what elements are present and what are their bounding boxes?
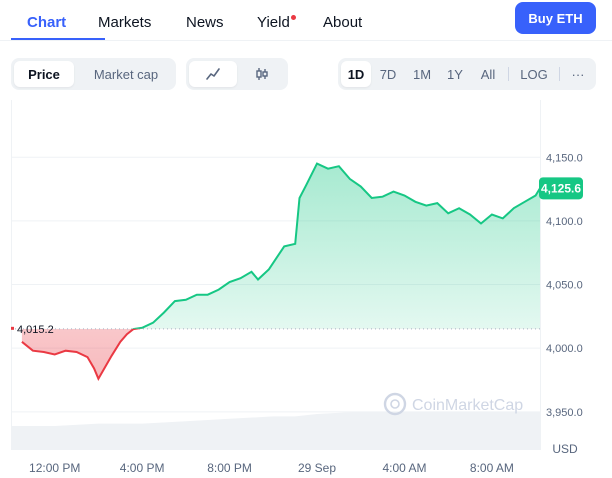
log-scale-button[interactable]: LOG [520,66,548,82]
price-area-up [21,163,540,329]
y-tick-label: 4,150.0 [546,152,583,164]
chart-right-border [540,100,541,450]
baseline-label: 4,015.2 [11,324,54,336]
x-tick-label: 8:00 AM [470,461,514,475]
price-button[interactable]: Price [14,61,74,87]
line-chart-icon [206,68,220,80]
baseline-value: 4,015.2 [17,324,54,336]
range-divider [559,67,560,81]
chart-type-toggle [186,58,288,90]
top-nav: Chart Markets News Yield About Buy ETH [0,0,612,42]
tab-news[interactable]: News [186,14,224,31]
price-line-down [21,328,143,381]
tab-yield[interactable]: Yield [257,14,290,31]
notification-dot [291,15,296,20]
currency-unit: USD [552,442,578,456]
range-7d-button[interactable]: 7D [379,66,397,82]
range-1m-button[interactable]: 1M [412,66,432,82]
chart-left-border [11,100,12,450]
nav-divider [0,40,612,41]
y-axis: 3,950.0 4,000.0 4,050.0 4,100.0 4,150.0 [546,152,583,419]
current-price-tag: 4,125.6 [539,177,583,200]
range-divider [508,67,509,81]
y-tick-label: 4,050.0 [546,280,583,292]
price-chart[interactable]: CoinMarketCap 4,015.2 3,950.0 4,000.0 4,05… [0,100,612,478]
x-tick-label: 12:00 PM [29,461,80,475]
range-1d-button[interactable]: 1D [341,61,371,87]
tab-chart[interactable]: Chart [27,14,67,31]
y-tick-label: 3,950.0 [546,407,583,419]
range-all-button[interactable]: All [480,66,496,82]
active-tab-indicator [11,38,105,40]
volume-area [11,411,540,450]
tab-about[interactable]: About [323,14,363,31]
x-tick-label: 8:00 PM [207,461,252,475]
x-axis: 12:00 PM 4:00 PM 8:00 PM 29 Sep 4:00 AM 8:00 … [29,461,514,475]
price-area-down [21,328,136,379]
tab-markets[interactable]: Markets [98,14,152,31]
x-tick-label: 29 Sep [298,461,336,475]
watermark-text: CoinMarketCap [412,397,523,414]
line-chart-button[interactable] [189,61,237,87]
x-tick-label: 4:00 PM [120,461,165,475]
y-tick-label: 4,000.0 [546,343,583,355]
more-options-button[interactable]: ··· [571,66,585,82]
current-price-value: 4,125.6 [541,181,581,195]
price-line-up [132,162,540,329]
candlestick-button[interactable] [238,61,286,87]
range-toggle: 1D 7D 1M 1Y All LOG ··· [338,58,596,90]
market-cap-button[interactable]: Market cap [93,66,159,82]
x-tick-label: 4:00 AM [382,461,426,475]
watermark: CoinMarketCap [383,392,523,416]
buy-eth-button[interactable]: Buy ETH [515,2,596,34]
price-chart-svg: CoinMarketCap 4,015.2 3,950.0 4,000.0 4,05… [11,100,583,475]
candlestick-icon [256,68,268,80]
range-1y-button[interactable]: 1Y [447,66,463,82]
y-tick-label: 4,100.0 [546,216,583,228]
metric-toggle: Price Market cap [11,58,176,90]
